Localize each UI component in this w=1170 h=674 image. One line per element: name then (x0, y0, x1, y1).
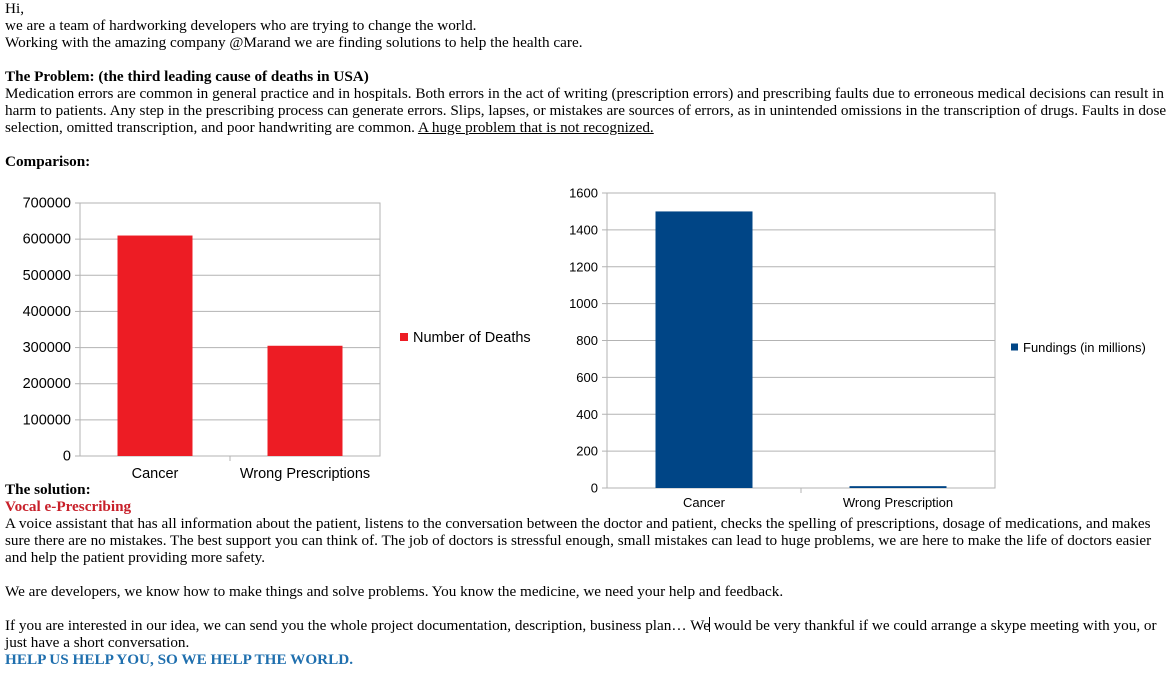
greeting: Hi, (5, 0, 24, 17)
y-tick-label: 600000 (23, 232, 71, 248)
x-tick-label: Cancer (132, 466, 179, 482)
y-tick-label: 1200 (569, 259, 598, 274)
y-tick-label: 1400 (569, 222, 598, 237)
y-tick-label: 500000 (23, 268, 71, 284)
bar-wrong-prescriptions (267, 345, 343, 456)
developers-paragraph: We are developers, we know how to make t… (5, 583, 784, 600)
y-tick-label: 600 (576, 370, 598, 385)
offer-paragraph[interactable]: If you are interested in our idea, we ca… (5, 617, 1170, 651)
problem-text: Medication errors are common in general … (5, 85, 1167, 136)
y-tick-label: 0 (63, 449, 71, 465)
comparison-charts: 0 100000 200000 300000 400000 500000 600000 700… (5, 170, 1170, 511)
x-tick-label: Cancer (683, 495, 726, 510)
legend-swatch (400, 333, 408, 341)
legend-swatch (1011, 343, 1018, 351)
product-name: Vocal e-Prescribing (5, 498, 132, 515)
y-tick-label: 400000 (23, 304, 71, 320)
problem-heading: The Problem: (the third leading cause of… (5, 68, 369, 85)
y-tick-label: 0 (591, 481, 598, 496)
y-tick-label: 400 (576, 407, 598, 422)
fundings-chart: 0 200 400 600 800 1000 1200 1400 1600 Cancer Wrong… (569, 186, 1146, 511)
bar-cancer (117, 235, 193, 456)
bar-cancer (655, 211, 753, 488)
problem-paragraph: Medication errors are common in general … (5, 85, 1170, 136)
legend-label: Fundings (in millions) (1023, 340, 1146, 355)
bar-wrong-prescription (849, 486, 947, 488)
y-tick-label: 800 (576, 333, 598, 348)
y-tick-label: 300000 (23, 340, 71, 356)
comparison-heading: Comparison: (5, 153, 91, 170)
y-tick-label: 100000 (23, 412, 71, 428)
deaths-chart: 0 100000 200000 300000 400000 500000 600000 700… (23, 196, 531, 483)
y-tick-label: 200 (576, 444, 598, 459)
document-body: Hi, we are a team of hardworking develop… (5, 0, 1170, 668)
problem-emphasis: A huge problem that is not recognized. (417, 119, 654, 136)
solution-heading: The solution: (5, 481, 91, 498)
intro-line-2: Working with the amazing company @Marand… (5, 34, 583, 51)
y-tick-label: 1600 (569, 186, 598, 201)
y-tick-label: 700000 (23, 196, 71, 212)
x-tick-label: Wrong Prescription (843, 495, 953, 510)
x-tick-label: Wrong Prescriptions (240, 466, 370, 482)
solution-paragraph: A voice assistant that has all informati… (5, 515, 1152, 566)
offer-text-start: If you are interested in our idea, we ca… (5, 617, 710, 634)
call-to-action: HELP US HELP YOU, SO WE HELP THE WORLD. (5, 651, 353, 668)
legend-label: Number of Deaths (413, 330, 531, 346)
text-cursor (709, 617, 711, 632)
offer-text-end: would be very thankful if we could arran… (5, 617, 1157, 651)
intro-line-1: we are a team of hardworking developers … (5, 17, 477, 34)
y-tick-label: 200000 (23, 376, 71, 392)
y-tick-label: 1000 (569, 296, 598, 311)
